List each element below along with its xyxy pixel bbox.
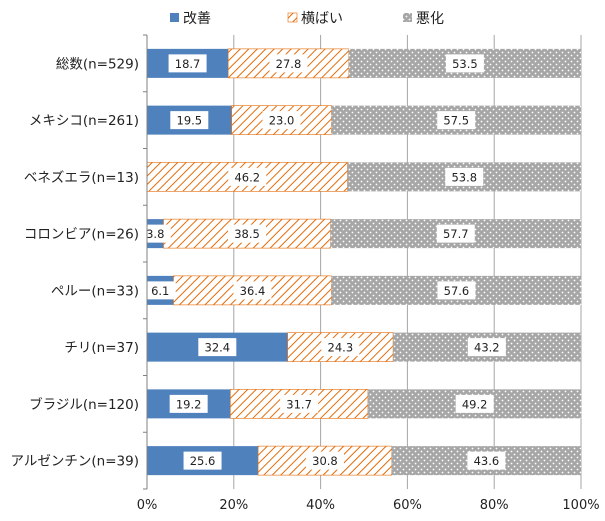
category-label: ペルー(n=33) bbox=[51, 283, 139, 299]
x-tick-label: 40% bbox=[306, 498, 335, 513]
data-label: 57.6 bbox=[444, 284, 470, 298]
data-label: 36.4 bbox=[240, 284, 266, 298]
data-label: 57.7 bbox=[443, 227, 469, 241]
data-label: 25.6 bbox=[190, 454, 216, 468]
data-label-background bbox=[169, 394, 208, 413]
x-tick-label: 60% bbox=[393, 498, 422, 513]
data-label: 53.8 bbox=[451, 170, 477, 184]
data-label: 18.7 bbox=[175, 57, 201, 71]
data-label-background bbox=[262, 111, 301, 130]
legend-label: 悪化 bbox=[416, 11, 444, 27]
data-label: 27.8 bbox=[276, 57, 302, 71]
data-label-background bbox=[445, 54, 484, 73]
legend-swatch-improved bbox=[170, 13, 179, 22]
data-label: 23.0 bbox=[269, 114, 295, 128]
data-label-background bbox=[168, 54, 207, 73]
data-label-background bbox=[198, 338, 237, 357]
x-tick-label: 0% bbox=[137, 498, 158, 513]
legend-swatch-flat bbox=[287, 12, 298, 23]
data-label: 43.6 bbox=[474, 454, 500, 468]
data-label: 38.5 bbox=[234, 227, 260, 241]
data-label-background bbox=[183, 451, 222, 470]
data-label-background bbox=[228, 167, 267, 186]
data-label: 53.5 bbox=[452, 57, 478, 71]
data-label: 46.2 bbox=[234, 170, 260, 184]
data-label: 32.4 bbox=[205, 341, 231, 355]
x-tick-label: 80% bbox=[480, 498, 509, 513]
data-label-background bbox=[467, 338, 506, 357]
data-label: 24.3 bbox=[328, 341, 354, 355]
data-label: 19.2 bbox=[176, 397, 202, 411]
data-label: 30.8 bbox=[312, 454, 338, 468]
data-label-background bbox=[269, 54, 308, 73]
data-label: 49.2 bbox=[462, 397, 488, 411]
data-label-background bbox=[445, 167, 484, 186]
x-tick-label: 100% bbox=[562, 498, 599, 513]
data-label-background bbox=[305, 451, 344, 470]
category-label: 総数(n=529) bbox=[56, 56, 139, 72]
data-label-background bbox=[455, 394, 494, 413]
data-label-background bbox=[437, 281, 476, 300]
data-label-background bbox=[170, 111, 209, 130]
data-label-background bbox=[144, 281, 176, 300]
data-label: 57.5 bbox=[443, 114, 469, 128]
category-label: チリ(n=37) bbox=[64, 340, 139, 356]
data-label-background bbox=[280, 394, 319, 413]
data-label-background bbox=[467, 451, 506, 470]
data-label-background bbox=[436, 224, 475, 243]
data-label-background bbox=[437, 111, 476, 130]
category-label: ベネズエラ(n=13) bbox=[24, 170, 139, 186]
category-label: アルゼンチン(n=39) bbox=[11, 454, 139, 470]
data-label: 6.1 bbox=[151, 284, 169, 298]
data-label-background bbox=[233, 281, 272, 300]
data-label: 31.7 bbox=[286, 397, 312, 411]
data-label: 3.8 bbox=[146, 227, 164, 241]
data-label-background bbox=[321, 338, 360, 357]
bar-segment-flat bbox=[287, 332, 394, 362]
data-label: 43.2 bbox=[474, 341, 500, 355]
category-label: コロンビア(n=26) bbox=[24, 227, 139, 243]
data-label-background bbox=[228, 224, 267, 243]
legend-swatch-worsened bbox=[403, 13, 412, 22]
x-tick-label: 20% bbox=[219, 498, 248, 513]
legend-label: 改善 bbox=[183, 11, 211, 27]
data-label: 19.5 bbox=[177, 114, 203, 128]
category-label: メキシコ(n=261) bbox=[29, 113, 139, 129]
category-label: ブラジル(n=120) bbox=[29, 396, 139, 413]
legend-label: 横ばい bbox=[301, 11, 343, 27]
